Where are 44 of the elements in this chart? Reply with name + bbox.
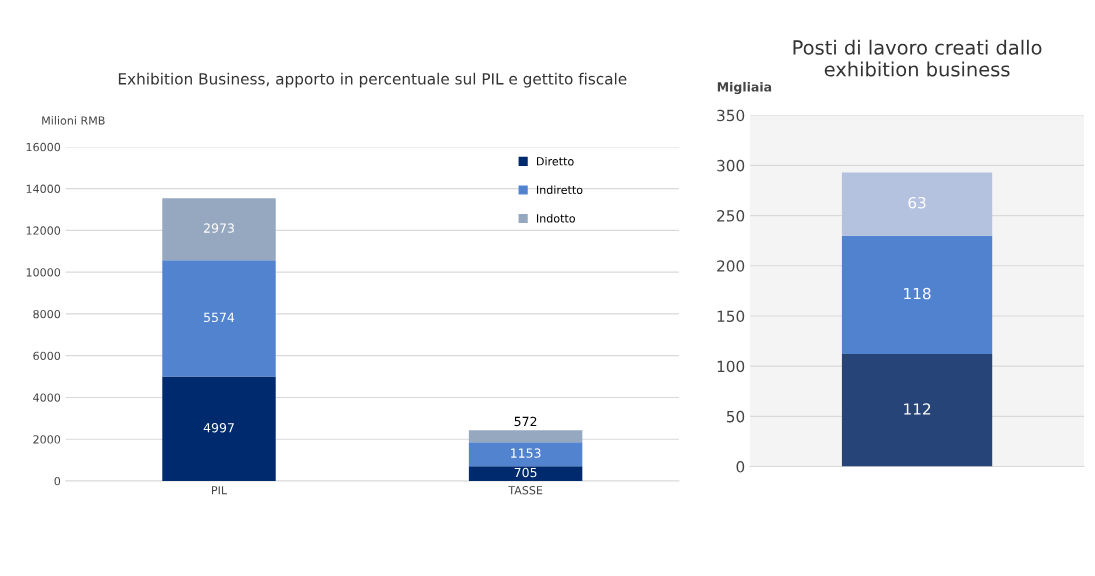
y-tick-label: 6000 (33, 351, 61, 361)
chart-title: Exhibition Business, apporto in percentuale sul PIL e gettito fiscale (118, 72, 627, 88)
data-label: 118 (904, 287, 931, 300)
y-tick-label: 150 (717, 310, 745, 322)
bar (468, 466, 583, 481)
bar (162, 198, 276, 261)
y-tick-label: 0 (736, 461, 745, 473)
bar (841, 172, 993, 236)
data-label: 2973 (204, 223, 234, 233)
data-label: 112 (904, 403, 931, 415)
y-tick-label: 4000 (33, 393, 61, 402)
bar (841, 354, 993, 467)
y-tick-label: 16000 (26, 142, 61, 152)
y-tick-label: 10000 (26, 268, 61, 277)
legend-label: Diretto (537, 156, 574, 166)
y-tick-label: 200 (717, 260, 745, 272)
y-tick-label: 350 (717, 109, 745, 122)
y-tick-label: 50 (726, 410, 745, 423)
y-tick-label: 8000 (33, 309, 61, 319)
x-tick-label: TASSE (508, 486, 543, 495)
y-tick-label: 100 (717, 360, 745, 373)
bar (841, 235, 993, 355)
data-label: 1153 (511, 448, 541, 458)
y-axis-title: Milioni RMB (42, 116, 105, 125)
legend-label: Indotto (537, 213, 575, 223)
bar (162, 376, 276, 481)
chart-title: Posti di lavoro creati dallo exhibition business (793, 39, 1042, 77)
y-tick-label: 14000 (26, 184, 61, 194)
bar (468, 442, 583, 467)
y-tick-label: 300 (717, 159, 745, 172)
y-tick-label: 250 (717, 210, 745, 222)
data-label: 4997 (203, 422, 234, 433)
bar (468, 430, 583, 443)
y-tick-label: 2000 (33, 435, 61, 444)
data-label: 572 (514, 416, 537, 427)
bar (162, 260, 276, 377)
x-tick-label: PIL (212, 486, 228, 495)
legend-label: Indiretto (537, 185, 583, 195)
data-label: 705 (514, 467, 537, 478)
y-tick-label: 0 (54, 476, 61, 486)
y-tick-label: 12000 (26, 226, 61, 235)
data-label: 5574 (204, 312, 235, 323)
y-axis-title: Migliaia (717, 81, 772, 95)
data-label: 63 (908, 196, 926, 209)
